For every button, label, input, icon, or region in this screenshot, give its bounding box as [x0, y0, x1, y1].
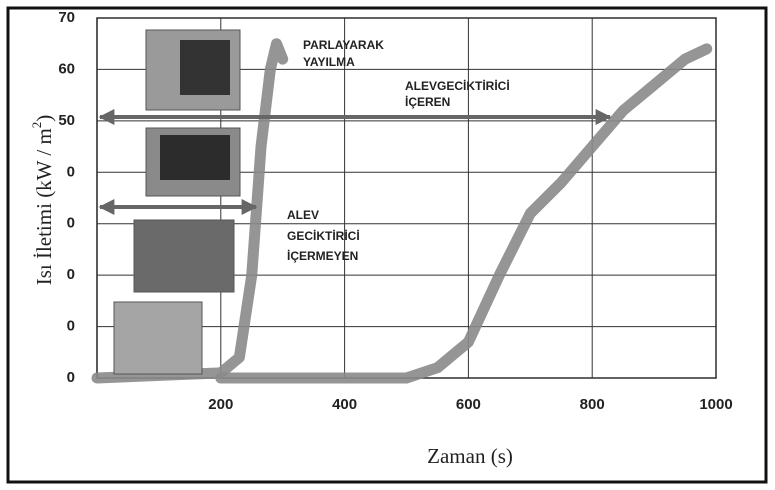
y-tick-label: 0 [67, 266, 75, 283]
y-tick-label: 50 [58, 112, 75, 129]
x-axis-label: Zaman (s) [427, 444, 513, 468]
y-axis-label-part: Isı İletimi (kW / m [32, 128, 56, 285]
photo-detail [160, 135, 230, 180]
page: {"chart_data": {"type": "line", "xlabel"… [0, 0, 775, 490]
x-tick-label: 600 [456, 396, 481, 413]
x-tick-label: 200 [208, 396, 233, 413]
annotation: ALEVGECİKTİRİCİ [405, 78, 510, 93]
annotation: İÇERMEYEN [287, 248, 358, 263]
x-tick-label: 400 [332, 396, 357, 413]
y-tick-label: 0 [67, 318, 75, 335]
photo [134, 220, 234, 292]
annotation: PARLAYARAK [303, 38, 384, 52]
y-tick-label: 0 [67, 215, 75, 232]
annotation: ALEV [287, 208, 319, 222]
annotation: İÇEREN [405, 94, 450, 109]
y-axis-label: Isı İletimi (kW / m2) [29, 115, 56, 286]
y-axis-label-part: ) [32, 115, 56, 122]
chart: PARLAYARAK YAYILMA ALEVGECİKTİRİCİ İÇERE… [0, 0, 775, 490]
y-tick-label: 0 [67, 163, 75, 180]
annotation: GECİKTİRİCİ [287, 228, 360, 243]
annotation: YAYILMA [303, 55, 355, 69]
y-tick-label: 70 [58, 9, 75, 26]
y-tick-label: 0 [67, 369, 75, 386]
photo-detail [180, 40, 230, 95]
x-tick-label: 800 [580, 396, 605, 413]
photo [114, 302, 202, 374]
x-tick-label: 1000 [699, 396, 732, 413]
y-tick-label: 60 [58, 60, 75, 77]
